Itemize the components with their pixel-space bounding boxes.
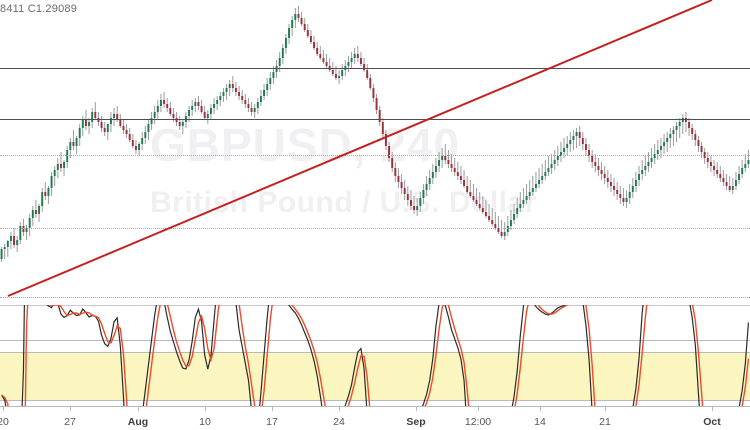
axis-tick-label: 12:00 — [464, 416, 492, 428]
price-level-level-5[interactable] — [0, 297, 750, 298]
axis-tick-label: 24 — [333, 416, 345, 428]
price-level-resistance-upper[interactable] — [0, 68, 750, 69]
axis-tick-mark — [339, 406, 340, 411]
axis-tick-label: 27 — [64, 416, 76, 428]
axis-tick-mark — [138, 406, 139, 411]
axis-tick-mark — [712, 406, 713, 411]
axis-baseline — [0, 406, 750, 407]
price-level-level-3[interactable] — [0, 155, 750, 156]
axis-tick-mark — [70, 406, 71, 411]
candlestick-series — [0, 6, 750, 262]
axis-tick-label: 10 — [199, 416, 211, 428]
axis-tick-mark — [416, 406, 417, 411]
axis-tick-mark — [272, 406, 273, 411]
oscillator-level-band-top — [0, 352, 750, 353]
quote-header: 8411 C1.29089 — [0, 3, 82, 15]
oscillator-pane[interactable] — [0, 305, 750, 406]
axis-tick-label: 17 — [266, 416, 278, 428]
stochastic-series — [1, 305, 750, 406]
axis-tick-mark — [540, 406, 541, 411]
axis-tick-label: Sep — [406, 416, 426, 428]
axis-tick-mark — [478, 406, 479, 411]
time-axis[interactable]: 20 27 Aug 10 17 24 Sep 12:00 14 21 Oct — [0, 406, 750, 430]
axis-tick-label: 21 — [599, 416, 611, 428]
axis-tick-label: Oct — [703, 416, 721, 428]
trendline-layer[interactable] — [0, 0, 750, 305]
axis-tick-mark — [605, 406, 606, 411]
price-pane[interactable]: GBPUSD, 240 British Pound / U.S. Dollar — [0, 0, 750, 305]
axis-tick-label: 14 — [534, 416, 546, 428]
price-level-resistance-lower[interactable] — [0, 119, 750, 120]
price-level-level-4[interactable] — [0, 228, 750, 229]
axis-tick-label: 20 — [0, 416, 9, 428]
axis-tick-mark — [3, 406, 4, 411]
oscillator-level-band-bottom — [0, 400, 750, 401]
oscillator-level-overbought — [0, 340, 750, 341]
axis-tick-label: Aug — [127, 416, 149, 428]
pane-divider — [0, 305, 750, 306]
quote-value: 8411 C1.29089 — [0, 3, 78, 15]
axis-tick-mark — [205, 406, 206, 411]
